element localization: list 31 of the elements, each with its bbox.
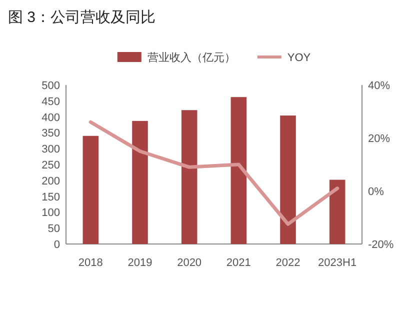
x-tick-label: 2023H1 bbox=[318, 257, 357, 269]
bar bbox=[181, 110, 198, 244]
y2-tick-label: 20% bbox=[368, 133, 390, 145]
line-series bbox=[88, 120, 340, 226]
x-tick-label: 2018 bbox=[78, 257, 103, 269]
y-tick-label: 250 bbox=[42, 160, 60, 172]
bar bbox=[82, 136, 99, 244]
y-tick-label: 50 bbox=[48, 223, 60, 236]
y-tick-label: 100 bbox=[42, 207, 60, 220]
bar bbox=[132, 120, 148, 244]
x-tick-label: 2022 bbox=[276, 257, 300, 269]
y-tick-label: 350 bbox=[42, 128, 60, 140]
y2-tick-label: -20% bbox=[368, 239, 394, 251]
y-tick-label: 500 bbox=[42, 80, 60, 92]
y-tick-label: 150 bbox=[42, 191, 60, 204]
y2-tick-label: 40% bbox=[368, 80, 390, 92]
legend-label: 营业收入（亿元） bbox=[147, 51, 236, 64]
x-tick-label: 2020 bbox=[177, 257, 202, 269]
bar bbox=[280, 116, 296, 244]
legend-label: YOY bbox=[287, 52, 312, 64]
chart-title: 图 3：公司营收及同比 bbox=[8, 9, 156, 26]
x-tick-label: 2021 bbox=[226, 257, 251, 269]
bar bbox=[230, 97, 247, 244]
y2-tick-label: 0% bbox=[368, 186, 384, 198]
bar bbox=[329, 180, 346, 244]
y-tick-label: 0 bbox=[54, 239, 60, 251]
x-tick-label: 2019 bbox=[128, 257, 152, 269]
y-tick-label: 200 bbox=[42, 175, 60, 188]
y-tick-label: 450 bbox=[42, 96, 60, 108]
y-tick-label: 400 bbox=[42, 112, 60, 124]
y-tick-label: 300 bbox=[42, 144, 60, 156]
